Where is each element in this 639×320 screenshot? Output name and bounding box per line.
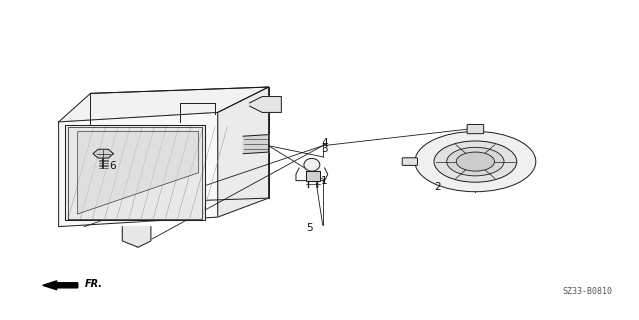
Polygon shape	[59, 112, 218, 227]
Ellipse shape	[304, 158, 320, 171]
Text: FR.: FR.	[85, 279, 103, 289]
FancyBboxPatch shape	[402, 158, 417, 165]
Circle shape	[456, 152, 495, 171]
Text: 4: 4	[321, 138, 328, 148]
Circle shape	[447, 147, 504, 176]
Text: 6: 6	[109, 161, 116, 171]
Text: 2: 2	[434, 182, 440, 192]
Text: 3: 3	[321, 144, 328, 154]
Text: 5: 5	[307, 223, 313, 233]
FancyArrow shape	[43, 281, 78, 290]
Polygon shape	[305, 171, 320, 180]
Circle shape	[415, 132, 536, 192]
Polygon shape	[93, 149, 113, 158]
Polygon shape	[218, 87, 268, 217]
Polygon shape	[243, 135, 268, 154]
Text: 1: 1	[321, 176, 328, 186]
Polygon shape	[122, 227, 151, 247]
Polygon shape	[78, 132, 199, 214]
Text: SZ33-B0810: SZ33-B0810	[562, 287, 612, 296]
FancyBboxPatch shape	[467, 124, 484, 134]
Polygon shape	[249, 97, 281, 112]
Polygon shape	[65, 125, 205, 220]
Polygon shape	[59, 87, 268, 122]
Circle shape	[434, 141, 517, 182]
